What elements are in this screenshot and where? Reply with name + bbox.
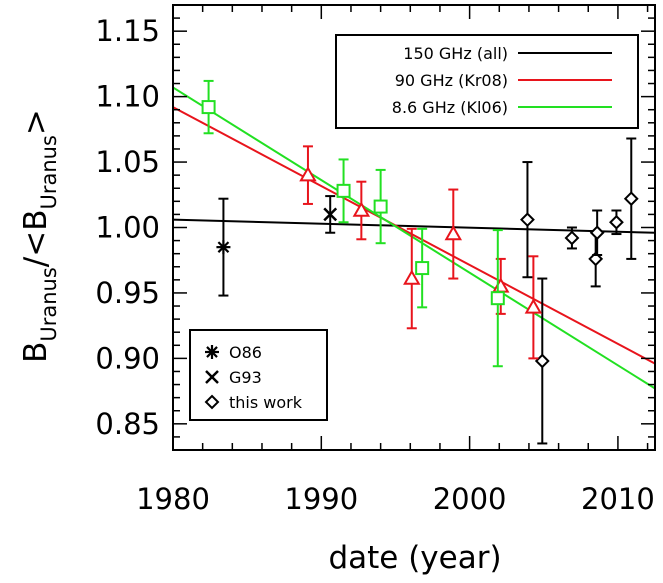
series-2-point-5-marker [609, 214, 624, 230]
y-label-sub: Uranus [37, 267, 61, 341]
y-tick-label-1: 0.90 [95, 341, 160, 375]
legend-marker-symbol-0 [205, 345, 219, 359]
series-0-point-0-marker-stroke-d [217, 241, 230, 253]
y-label-end: > [18, 109, 54, 135]
legend-marker-symbol-1 [205, 370, 219, 384]
fit-line-0 [173, 218, 655, 234]
series-3-point-4-marker-shape [492, 277, 510, 293]
series-1-point-0-marker [323, 207, 338, 222]
series-3-point-5-marker-shape [524, 298, 543, 314]
legend-marker-symbol-0-stroke-d [206, 346, 218, 358]
series-2-point-4-marker [589, 225, 605, 241]
y-tick-label-4: 1.05 [95, 145, 160, 179]
series-1-point-0-marker-stroke-b [323, 207, 338, 222]
y-tick-label-6: 1.15 [95, 14, 160, 48]
legend-markers: O86 G93 this work [189, 329, 328, 421]
series-4-point-3-marker-shape [415, 261, 430, 276]
x-tick-label-1: 1990 [284, 482, 358, 516]
y-tick-label-2: 0.95 [95, 276, 160, 310]
legend-marker-symbol-2-shape [204, 394, 220, 410]
legend-marker-label-2: this work [229, 393, 303, 412]
series-3-point-2-marker-shape [403, 269, 421, 285]
y-tick-label-3: 1.00 [95, 211, 160, 245]
x-tick-label-2: 2000 [433, 482, 507, 516]
series-2-point-6-marker [623, 191, 639, 207]
axes [172, 4, 656, 451]
legend-marker-symbol-2 [204, 394, 220, 410]
tick-labels: 1980 1990 2000 2010 0.85 0.90 0.95 1.00 1.05 1.10… [95, 14, 654, 516]
series-2-point-6-marker-shape [623, 191, 639, 207]
series-2-point-5-marker-shape [609, 214, 624, 230]
series-2-point-4-marker-shape [589, 225, 605, 241]
x-tick-label-3: 2010 [581, 482, 655, 516]
y-label-sub2: Uranus [37, 135, 61, 209]
legend-marker-label-0: O86 [229, 343, 262, 362]
series-3-point-5-marker [524, 298, 543, 314]
series-3-point-0-marker-shape [299, 166, 317, 182]
series-4-point-4-marker [490, 291, 505, 306]
legend-marker-label-1: G93 [229, 368, 262, 387]
x-axis-label: date (year) [328, 540, 501, 576]
y-label-base: B [18, 342, 54, 363]
y-tick-label-5: 1.10 [95, 80, 160, 114]
series-2-point-2-marker [564, 230, 580, 246]
legend-line-label-1: 90 GHz (Kr08) [395, 71, 508, 90]
series-2-point-0-marker [520, 212, 535, 228]
series-3-point-3-marker [444, 225, 463, 241]
series-3-point-1-marker [352, 201, 371, 217]
legend-line-label-2: 8.6 GHz (Kl06) [392, 98, 508, 117]
series-4-point-1-marker [336, 183, 351, 198]
series-4-point-1-marker-shape [336, 183, 351, 198]
y-label-mid: /<B [18, 210, 54, 268]
legend-marker-symbol-1-stroke-b [205, 370, 219, 384]
series-4-point-0-marker [201, 100, 216, 115]
legend-lines: 150 GHz (all) 90 GHz (Kr08) 8.6 GHz (Kl06) [335, 34, 639, 129]
y-axis-label: BUranus/<BUranus> [18, 109, 61, 363]
plot-area [173, 79, 655, 445]
x-tick-label-0: 1980 [136, 482, 210, 516]
series-3-point-1-marker-shape [352, 201, 371, 217]
series-2-point-3-marker-shape [588, 251, 604, 267]
series-2-point-1-marker-shape [534, 353, 550, 369]
series-4-point-4-marker-shape [490, 291, 505, 306]
series-3-point-2-marker [403, 269, 421, 285]
series-2-point-1-marker [534, 353, 550, 369]
y-tick-label-0: 0.85 [95, 407, 160, 441]
legend-lines-box [335, 34, 639, 129]
series-4-point-0-marker-shape [201, 100, 216, 115]
series-3-point-4-marker [492, 277, 510, 293]
series-2-point-2-marker-shape [564, 230, 580, 246]
series-3-point-3-marker-shape [444, 225, 463, 241]
legend-line-label-0: 150 GHz (all) [403, 44, 508, 63]
series-4-point-3-marker [415, 261, 430, 276]
fit-line-1 [173, 106, 655, 365]
series-2-point-3-marker [588, 251, 604, 267]
series-3-point-0-marker [299, 166, 317, 182]
series-2-point-0-marker-shape [520, 212, 535, 228]
series-0-point-0-marker [216, 240, 231, 255]
series-4-point-2-marker [373, 199, 388, 214]
series-4-point-2-marker-shape [373, 199, 388, 214]
fit-line-2 [173, 86, 655, 390]
